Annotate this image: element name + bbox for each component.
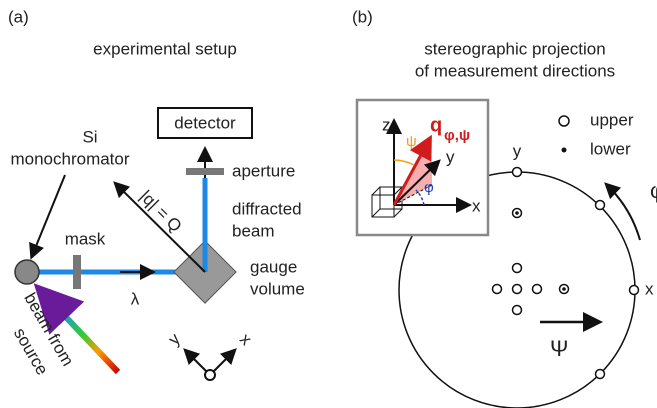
inset-q-subscript: φ,ψ <box>444 127 470 144</box>
detector-label: detector <box>174 113 236 132</box>
axis-origin <box>205 370 215 380</box>
panel-title: of measurement directions <box>415 61 615 80</box>
phi-arrow <box>607 185 640 240</box>
inset: z q φ,ψ ψ y φ x <box>357 100 488 235</box>
panel-a: (a) experimental setup detector Si monoc… <box>8 7 305 380</box>
legend-upper-marker <box>559 116 569 126</box>
legend-lower-marker <box>562 148 567 153</box>
legend-lower: lower <box>590 139 631 158</box>
inset-q-label: q <box>430 114 442 136</box>
mask-label: mask <box>65 229 106 248</box>
panel-title: stereographic projection <box>424 39 605 58</box>
axis-y <box>186 351 206 371</box>
mono-arrow <box>32 175 65 256</box>
figure: (a) experimental setup detector Si monoc… <box>0 0 657 408</box>
lambda-label: λ <box>131 289 140 308</box>
legend-upper: upper <box>590 110 634 129</box>
lower-point <box>562 287 566 291</box>
axis-y-label: y <box>513 141 522 160</box>
inset-x-label: x <box>472 196 481 215</box>
mono-label: monochromator <box>10 149 129 168</box>
axis-x-label: x <box>236 330 256 350</box>
inset-phi-label: φ <box>424 179 434 196</box>
gauge-label: gauge <box>250 257 297 276</box>
inset-y-label: y <box>446 147 455 166</box>
axis-x-label: x <box>645 279 654 298</box>
mono-label: Si <box>82 127 97 146</box>
diffracted-label: beam <box>232 221 275 240</box>
monochromator <box>15 260 39 284</box>
axis-y-label: y <box>165 329 185 349</box>
aperture-label: aperture <box>232 161 295 180</box>
mask <box>73 255 81 289</box>
aperture <box>186 168 224 175</box>
lower-point <box>515 211 519 215</box>
diffracted-label: diffracted <box>232 199 302 218</box>
panel-title: experimental setup <box>93 39 237 58</box>
phi-label: φ <box>650 178 657 203</box>
inset-psi-label: ψ <box>406 133 417 150</box>
panel-b: (b) stereographic projection of measurem… <box>352 7 657 408</box>
psi-label: Ψ <box>550 336 568 361</box>
panel-label: (b) <box>352 7 373 26</box>
gauge-label: volume <box>250 279 305 298</box>
axis-x <box>214 351 234 371</box>
panel-label: (a) <box>8 7 29 26</box>
inset-z-label: z <box>382 115 391 134</box>
